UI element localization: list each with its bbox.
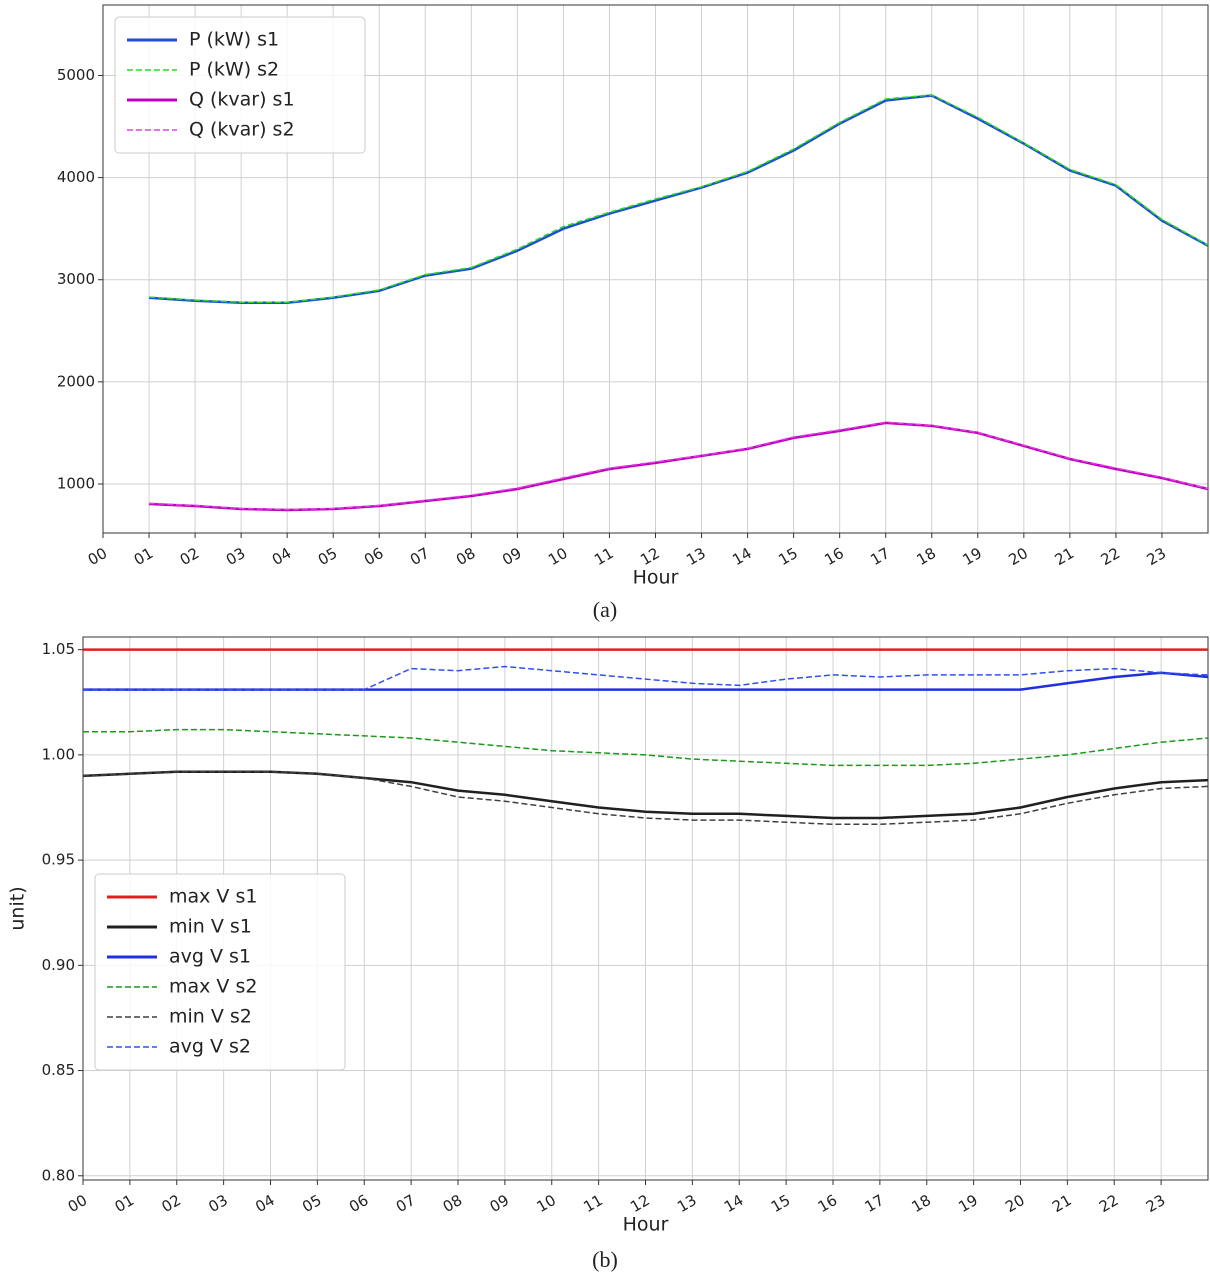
y-tick-label: 1000 — [57, 474, 95, 492]
plot-frame — [102, 4, 1209, 534]
x-tick-label: 14 — [729, 544, 755, 569]
legend-label: Q (kvar) s2 — [189, 119, 295, 141]
x-tick-label: 09 — [499, 544, 525, 569]
legend-label: avg V s2 — [169, 1036, 251, 1058]
legend-label: P (kW) s1 — [189, 29, 279, 51]
legend-label: Q (kvar) s1 — [189, 89, 295, 111]
x-tick-label: 12 — [637, 544, 663, 569]
x-tick-label: 12 — [627, 1191, 653, 1216]
x-tick-label: 13 — [674, 1191, 700, 1216]
x-tick-label: 20 — [1006, 544, 1032, 569]
x-tick-label: 13 — [683, 544, 709, 569]
y-tick-label: 0.80 — [42, 1166, 75, 1184]
y-axis-label: unit) — [7, 886, 29, 930]
x-tick-label: 04 — [269, 544, 295, 569]
x-tick-label: 02 — [177, 544, 203, 569]
x-tick-label: 03 — [205, 1191, 231, 1216]
y-tick-label: 0.90 — [42, 956, 75, 974]
x-tick-label: 06 — [346, 1191, 372, 1216]
x-axis-label: Hour — [633, 567, 679, 589]
x-tick-label: 07 — [407, 544, 433, 569]
series-line — [83, 665, 1209, 691]
x-tick-label: 19 — [960, 544, 986, 569]
legend-label: P (kW) s2 — [189, 59, 279, 81]
x-tick-label: 16 — [815, 1191, 841, 1216]
x-tick-label: 04 — [252, 1191, 278, 1216]
series-line — [148, 94, 1209, 303]
x-tick-label: 22 — [1096, 1191, 1122, 1216]
x-tick-label: 01 — [112, 1191, 138, 1216]
y-tick-label: 0.85 — [42, 1061, 75, 1079]
x-tick-label: 11 — [591, 544, 617, 569]
series-line — [148, 421, 1209, 511]
x-axis-label: Hour — [623, 1214, 669, 1236]
legend-box — [94, 873, 346, 1071]
x-tick-label: 21 — [1052, 544, 1078, 569]
series-line — [83, 671, 1209, 691]
x-tick-label: 17 — [862, 1191, 888, 1216]
x-tick-label: 00 — [65, 1191, 91, 1216]
series-line — [82, 770, 1209, 820]
x-tick-label: 20 — [1002, 1191, 1028, 1216]
x-tick-label: 18 — [908, 1191, 934, 1216]
x-tick-label: 23 — [1143, 1191, 1169, 1216]
x-tick-label: 01 — [131, 544, 157, 569]
x-tick-label: 15 — [775, 544, 801, 569]
x-tick-label: 10 — [545, 544, 571, 569]
series-line — [82, 770, 1209, 826]
legend-box — [114, 16, 366, 154]
legend-label: avg V s1 — [169, 946, 251, 968]
x-tick-label: 11 — [580, 1191, 606, 1216]
x-tick-label: 05 — [315, 544, 341, 569]
y-tick-label: 4000 — [57, 168, 95, 186]
x-tick-label: 09 — [487, 1191, 513, 1216]
legend-label: min V s1 — [169, 916, 252, 938]
y-tick-label: 0.95 — [42, 851, 75, 869]
y-tick-label: 1.05 — [42, 640, 75, 658]
legend-label: max V s1 — [169, 886, 257, 908]
x-tick-label: 10 — [533, 1191, 559, 1216]
x-tick-label: 06 — [361, 544, 387, 569]
x-tick-label: 15 — [768, 1191, 794, 1216]
x-tick-label: 18 — [913, 544, 939, 569]
legend-label: max V s2 — [169, 976, 257, 998]
x-tick-label: 05 — [299, 1191, 325, 1216]
series-line — [83, 728, 1209, 767]
x-tick-label: 03 — [223, 544, 249, 569]
x-tick-label: 07 — [393, 1191, 419, 1216]
x-tick-label: 08 — [440, 1191, 466, 1216]
x-tick-label: 16 — [821, 544, 847, 569]
x-tick-label: 00 — [85, 544, 111, 569]
caption: (b) — [592, 1247, 618, 1272]
y-tick-label: 2000 — [57, 372, 95, 390]
caption: (a) — [593, 597, 617, 622]
x-tick-label: 19 — [955, 1191, 981, 1216]
legend-label: min V s2 — [169, 1006, 252, 1028]
x-tick-label: 02 — [158, 1191, 184, 1216]
x-tick-label: 23 — [1144, 544, 1170, 569]
y-tick-label: 3000 — [57, 270, 95, 288]
plot-frame — [82, 636, 1209, 1181]
series-line — [148, 421, 1209, 512]
x-tick-label: 14 — [721, 1191, 747, 1216]
x-tick-label: 17 — [867, 544, 893, 569]
y-tick-label: 5000 — [57, 66, 95, 84]
x-tick-label: 08 — [453, 544, 479, 569]
x-tick-label: 21 — [1049, 1191, 1075, 1216]
y-tick-label: 1.00 — [42, 745, 75, 763]
x-tick-label: 22 — [1098, 544, 1124, 569]
